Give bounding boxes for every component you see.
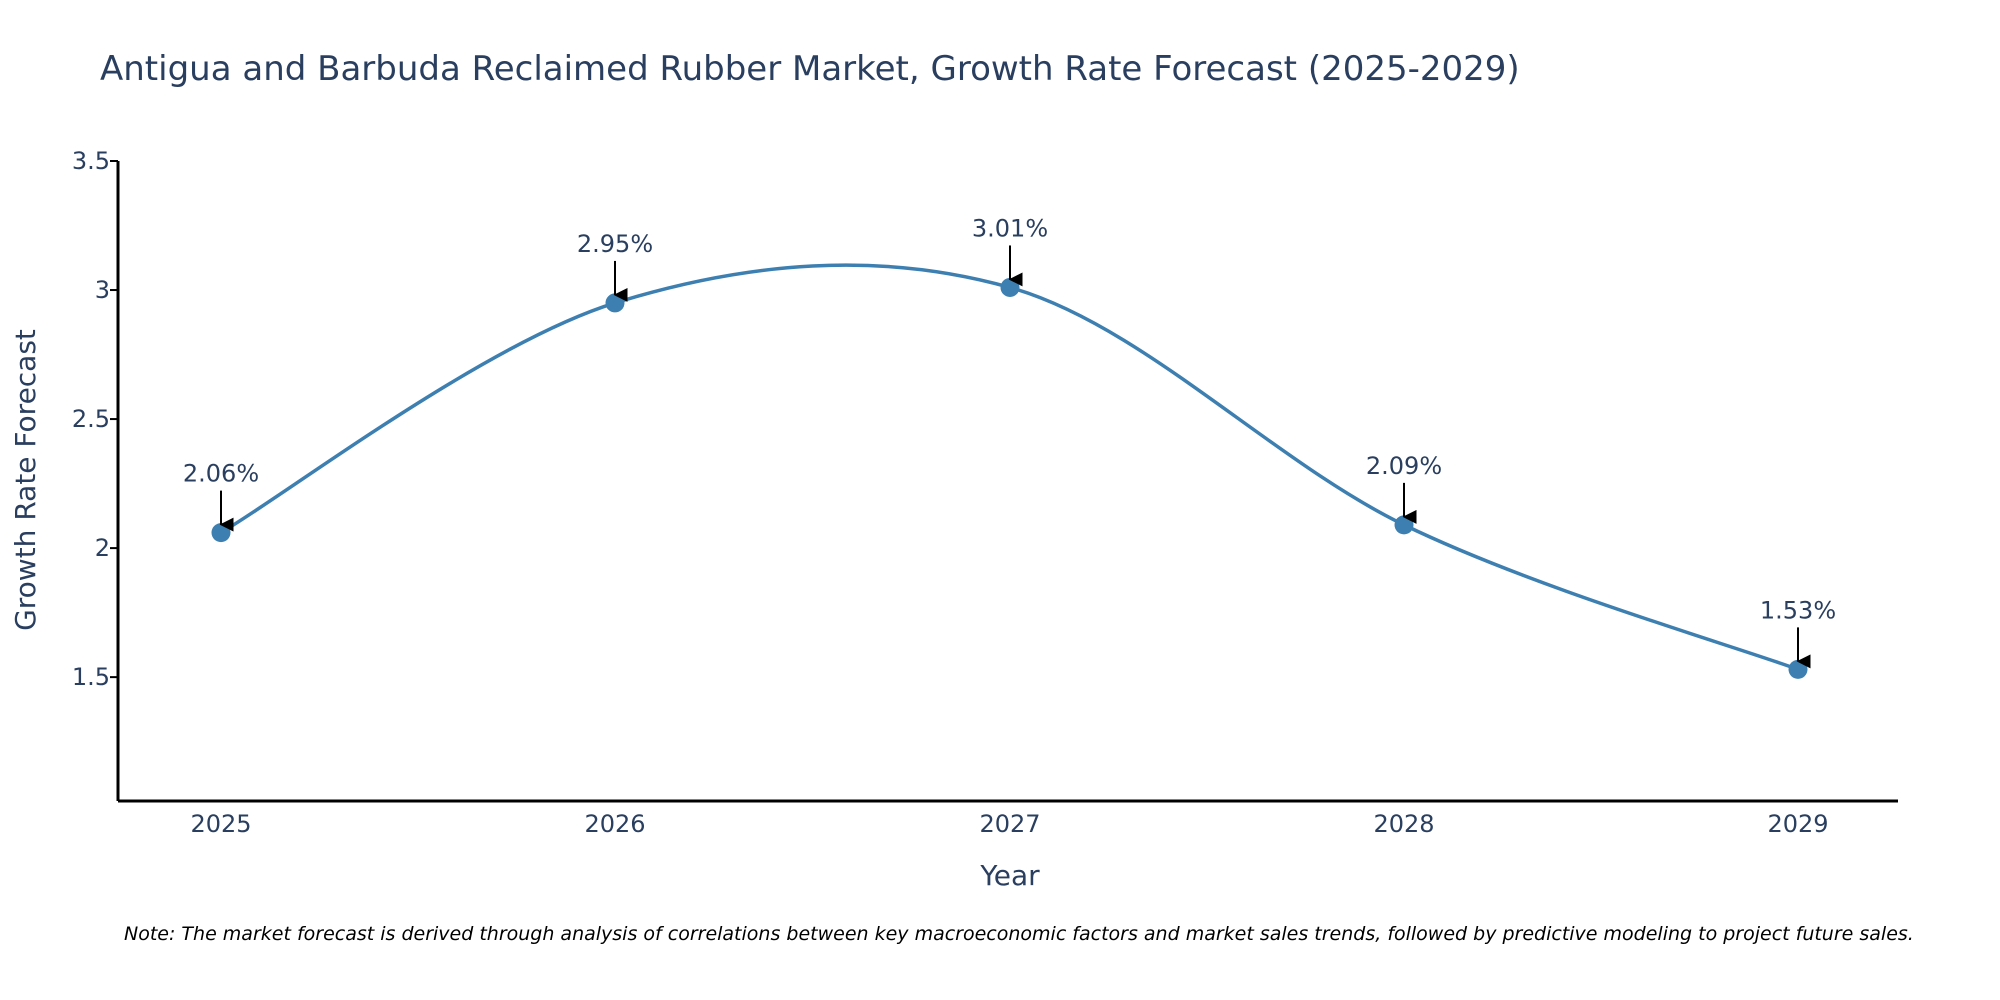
x-axis-title: Year <box>979 859 1040 892</box>
y-tick-label: 2 <box>95 534 110 562</box>
data-label: 3.01% <box>972 214 1048 242</box>
data-point-2027[interactable] <box>1000 277 1020 297</box>
x-tick-labels: 2025 2026 2027 2028 2029 <box>190 810 1828 838</box>
y-tick-label: 3 <box>95 276 110 304</box>
data-label: 2.06% <box>183 460 259 488</box>
x-tick-label: 2029 <box>1767 810 1828 838</box>
chart-title: Antigua and Barbuda Reclaimed Rubber Mar… <box>100 49 1520 89</box>
x-tick-label: 2026 <box>584 810 645 838</box>
axes <box>116 161 1898 803</box>
annotations-group: 2.06% 2.95% 3.01% 2.09% 1.53% <box>183 214 1836 669</box>
data-label: 2.95% <box>577 230 653 258</box>
y-axis-title: Growth Rate Forecast <box>9 329 42 631</box>
series-line <box>220 263 1799 672</box>
x-tick-label: 2025 <box>190 810 251 838</box>
series-group <box>220 263 1799 672</box>
data-point-2025[interactable] <box>211 523 231 543</box>
data-point-2028[interactable] <box>1394 515 1414 535</box>
y-tick-label: 2.5 <box>72 405 110 433</box>
x-tick-label: 2027 <box>979 810 1040 838</box>
footnote: Note: The market forecast is derived thr… <box>124 923 1914 945</box>
data-point-2026[interactable] <box>605 293 625 313</box>
data-label: 2.09% <box>1366 452 1442 480</box>
points-group <box>211 277 1808 679</box>
data-point-2029[interactable] <box>1788 659 1808 679</box>
x-tick-label: 2028 <box>1373 810 1434 838</box>
y-tick-label: 3.5 <box>72 147 110 175</box>
y-tick-labels: 1.5 2 2.5 3 3.5 <box>72 147 118 691</box>
data-label: 1.53% <box>1760 596 1836 624</box>
y-tick-label: 1.5 <box>72 663 110 691</box>
